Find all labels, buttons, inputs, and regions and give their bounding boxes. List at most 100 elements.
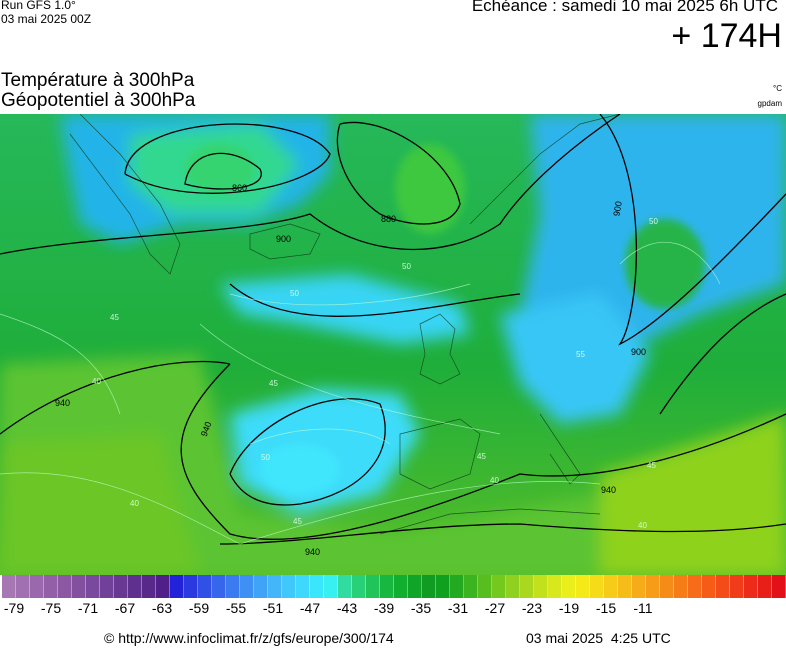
isohypse-880-north [336,121,461,225]
colorbar-cell [772,575,786,598]
colorbar-cell [282,575,296,598]
cold-zone-atlantic-band [220,274,470,344]
isohypse-label: 880 [381,214,396,224]
isotherm-50-iberia [249,428,391,445]
colorbar-cell [16,575,30,598]
warm-zone-south [0,354,786,575]
colorbar-tick-label: -55 [225,600,247,616]
isotherm-label: 40 [130,499,139,508]
run-label: Run GFS 1.0° [1,0,76,12]
colorbar-tick-label: -75 [40,600,62,616]
isohypse-940-east [659,293,786,415]
isotherm-label: 45 [477,452,486,461]
colorbar-cell [730,575,744,598]
colorbar-tick-label: -15 [595,600,617,616]
colorbar-cell [142,575,156,598]
isotherm-label: 50 [649,217,658,226]
isotherm-label: 40 [92,377,101,386]
generation-date: 03 mai 2025 4:25 UTC [526,630,671,646]
colorbar-cell [464,575,478,598]
colorbar-tick-label: -35 [410,600,432,616]
colorbar-tick-label: -43 [336,600,358,616]
colorbar-tick-label: -23 [521,600,543,616]
colorbar-cell [758,575,772,598]
colorbar-cell [100,575,114,598]
temperature-colorbar [2,575,786,598]
colorbar-cell [506,575,520,598]
isohypse-label: 860 [232,183,247,193]
colorbar-cell [646,575,660,598]
colorbar-tick-label: -63 [151,600,173,616]
map-title-temperature: Température à 300hPa [1,70,195,91]
colorbar-cell [226,575,240,598]
colorbar-cell [436,575,450,598]
colorbar-cell [254,575,268,598]
colorbar-tick-label: -27 [484,600,506,616]
greenland-coast [69,114,181,275]
isohypse-label: 940 [199,420,214,438]
colorbar-cell [184,575,198,598]
isohypse-label: 940 [55,398,70,408]
lead-time: + 174H [671,17,782,55]
colorbar-cell [352,575,366,598]
isotherm-label: 40 [490,476,499,485]
colorbar-tick-label: -31 [447,600,469,616]
isohypse-label: 900 [611,200,623,217]
iceland-coast [249,223,321,260]
colorbar-tick-label: -39 [373,600,395,616]
colorbar-cell [240,575,254,598]
run-date: 03 mai 2025 00Z [1,12,92,26]
colorbar-cell [338,575,352,598]
isotherm-label: 45 [647,461,656,470]
norway-coast [469,114,621,225]
isotherm-45-west [0,313,121,415]
weather-map: 860 880 900 900 900 940 940 940 940 45 4… [0,114,786,575]
isotherm-label: 50 [290,289,299,298]
colorbar-cell [478,575,492,598]
isohypse-880 [124,123,331,194]
north-africa-coast [379,508,601,535]
colorbar-cell [674,575,688,598]
colorbar-cell [520,575,534,598]
forecast-valid-time: Echéance : samedi 10 mai 2025 6h UTC [471,0,778,15]
colorbar-cell [58,575,72,598]
cold-core-iberia [260,444,340,494]
colorbar-tick-label: -59 [188,600,210,616]
colorbar-cell [380,575,394,598]
isohypse-label: 940 [305,547,320,557]
colorbar-cell [408,575,422,598]
warm-zone-southeast [600,414,786,575]
colorbar-cell [688,575,702,598]
colorbar-cell [618,575,632,598]
colorbar-cell [296,575,310,598]
colorbar-tick-label: -19 [558,600,580,616]
cold-zone-central-europe [500,294,650,424]
isotherms [0,241,721,545]
colorbar-cell [170,575,184,598]
colorbar-cell [716,575,730,598]
isohypse-940-trough [180,363,786,540]
colorbar-cell [604,575,618,598]
colorbar-cell [72,575,86,598]
iberia-coast [399,418,481,490]
colorbar-cell [30,575,44,598]
colorbar-cell [660,575,674,598]
isotherm-50-east [619,241,721,285]
isohypse-940-west [0,360,231,435]
isotherm-label: 40 [638,521,647,530]
isohypse-900-south [229,283,521,317]
isohypse-860 [184,152,262,190]
copyright-url: © http://www.infoclimat.fr/z/gfs/europe/… [104,630,394,646]
colorbar-cell [590,575,604,598]
isohypse-940-iberia [229,398,386,506]
isotherm-label: 45 [110,313,119,322]
colorbar-cell [212,575,226,598]
colorbar-tick-label: -47 [299,600,321,616]
colorbar-tick-label: -67 [114,600,136,616]
isohypse-900 [0,114,621,255]
colorbar-tick-label: -51 [262,600,284,616]
colorbar-cell [394,575,408,598]
warm-zone-southwest [0,434,200,575]
italy-coast [539,413,581,485]
isohypse-label: 900 [276,234,291,244]
